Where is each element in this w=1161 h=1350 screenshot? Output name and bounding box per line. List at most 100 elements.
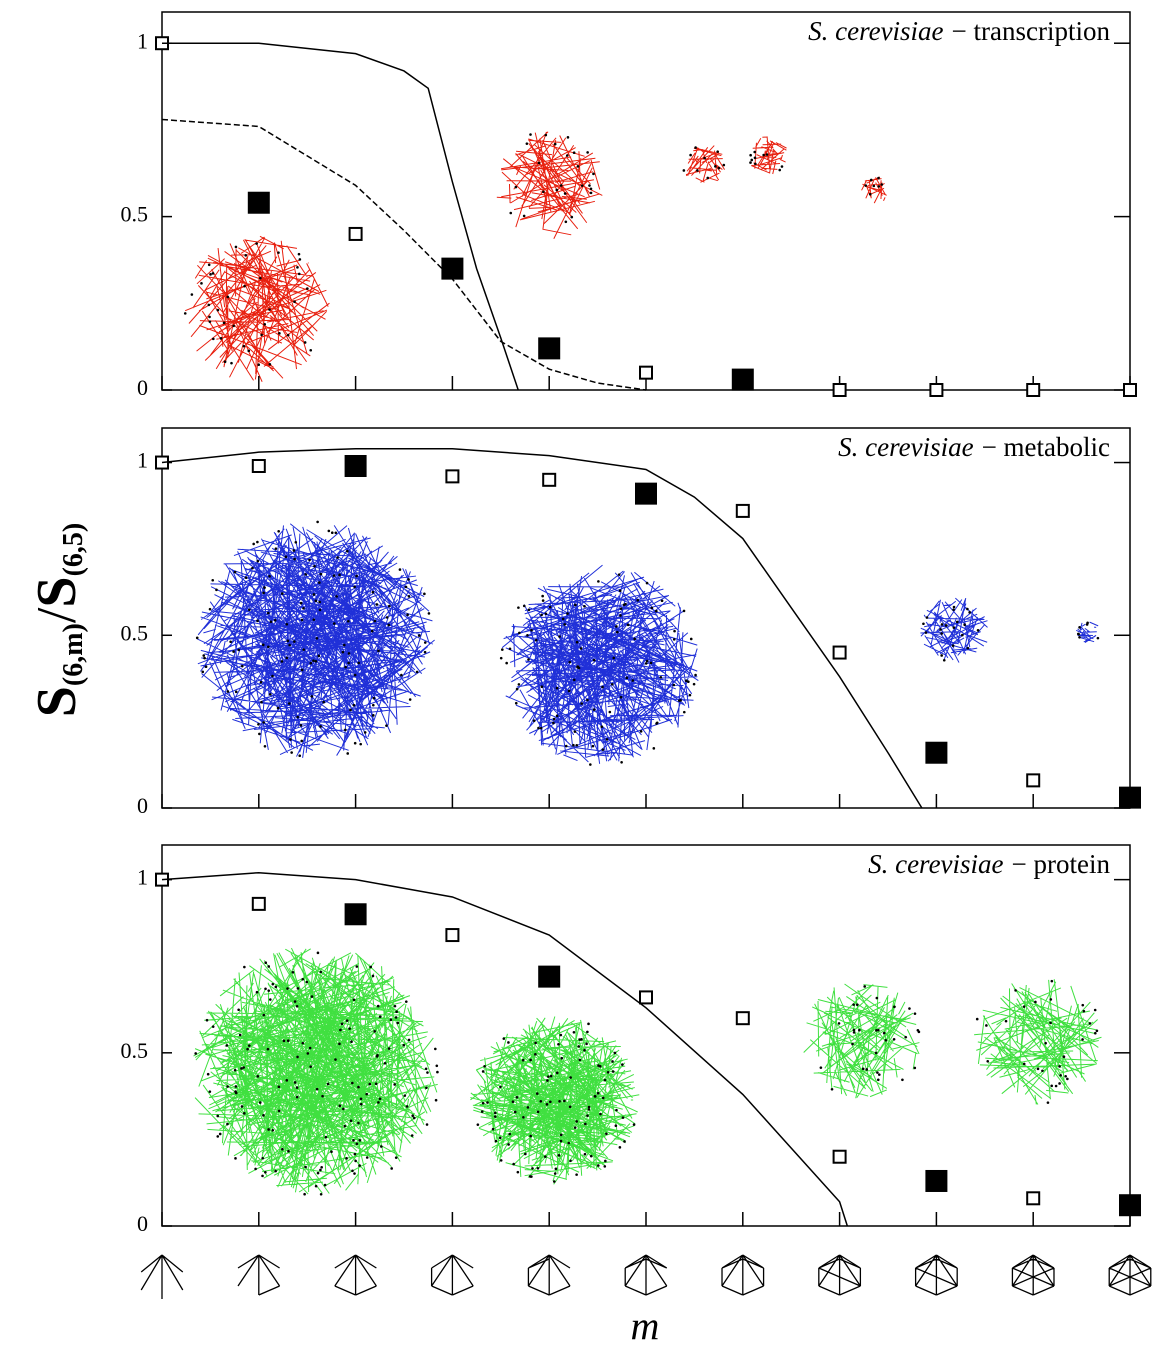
network-node bbox=[296, 266, 299, 269]
network-node bbox=[207, 303, 211, 307]
y-label-part: S bbox=[26, 686, 88, 717]
network-node bbox=[852, 1003, 855, 1006]
plot-frame bbox=[161, 11, 1131, 391]
network-node bbox=[975, 1017, 979, 1021]
motif-icon bbox=[624, 1254, 668, 1296]
network-node bbox=[257, 363, 261, 367]
network-node bbox=[549, 1074, 553, 1078]
motif-edges bbox=[818, 1254, 862, 1296]
network-node bbox=[541, 599, 545, 602]
network-node bbox=[201, 670, 205, 674]
network-node bbox=[555, 714, 559, 718]
network-node bbox=[226, 295, 230, 299]
network-node bbox=[592, 708, 596, 711]
network-illustration bbox=[803, 983, 921, 1099]
network-node bbox=[1076, 632, 1080, 636]
network-node bbox=[396, 1021, 400, 1025]
network-node bbox=[378, 1015, 382, 1019]
network-node bbox=[327, 529, 331, 533]
square-marker bbox=[344, 903, 367, 926]
network-node bbox=[376, 1004, 380, 1008]
network-node bbox=[611, 1070, 615, 1073]
network-node bbox=[370, 629, 374, 633]
motif-icon bbox=[1011, 1254, 1055, 1296]
network-node bbox=[349, 1119, 353, 1123]
network-node bbox=[682, 169, 686, 172]
network-node bbox=[277, 529, 280, 533]
network-node bbox=[230, 361, 233, 365]
network-node bbox=[601, 1096, 605, 1100]
network-node bbox=[304, 1165, 307, 1169]
network-illustration bbox=[496, 131, 603, 239]
network-node bbox=[411, 1114, 414, 1118]
network-node bbox=[349, 708, 352, 712]
network-node bbox=[557, 1042, 560, 1046]
network-node bbox=[872, 184, 876, 188]
motif-edges bbox=[1108, 1254, 1152, 1296]
motif-icon bbox=[527, 1254, 571, 1296]
network-node bbox=[398, 568, 402, 571]
network-node bbox=[404, 585, 408, 589]
network-node bbox=[514, 185, 518, 189]
network-node bbox=[358, 1139, 362, 1142]
network-node bbox=[639, 730, 643, 733]
network-node bbox=[876, 1078, 880, 1082]
network-node bbox=[552, 721, 555, 725]
network-node bbox=[619, 695, 623, 699]
network-node bbox=[305, 980, 309, 984]
network-node bbox=[355, 1142, 359, 1146]
network-node bbox=[499, 1085, 502, 1089]
network-node bbox=[597, 1164, 600, 1167]
network-node bbox=[483, 1064, 486, 1068]
network-node bbox=[342, 643, 346, 647]
network-node bbox=[233, 1068, 237, 1072]
network-node bbox=[318, 608, 322, 612]
network-node bbox=[525, 142, 529, 145]
network-node bbox=[295, 1004, 299, 1008]
network-node bbox=[319, 572, 323, 576]
network-node bbox=[682, 609, 686, 613]
network-node bbox=[211, 1025, 215, 1028]
network-node bbox=[267, 1128, 270, 1131]
network-node bbox=[1050, 979, 1054, 983]
network-node bbox=[778, 168, 782, 172]
motif-edges bbox=[914, 1254, 958, 1296]
network-node bbox=[281, 1147, 284, 1151]
curve bbox=[161, 447, 923, 809]
network-node bbox=[601, 748, 605, 751]
network-illustration bbox=[499, 564, 699, 766]
network-node bbox=[357, 1121, 360, 1125]
network-node bbox=[569, 1159, 572, 1163]
network-node bbox=[394, 1016, 398, 1019]
network-node bbox=[332, 622, 336, 625]
network-node bbox=[262, 591, 265, 595]
network-node bbox=[532, 719, 536, 723]
network-edges bbox=[496, 131, 603, 239]
network-node bbox=[1093, 1008, 1097, 1012]
network-node bbox=[579, 647, 583, 650]
network-node bbox=[605, 738, 609, 741]
network-node bbox=[359, 742, 362, 746]
motif-icon bbox=[818, 1254, 862, 1296]
network-node bbox=[259, 276, 262, 280]
network-node bbox=[222, 321, 226, 325]
motif-icon bbox=[334, 1254, 377, 1296]
network-node bbox=[830, 1087, 834, 1091]
network-node bbox=[293, 640, 296, 643]
network-edges bbox=[974, 979, 1102, 1105]
network-node bbox=[312, 659, 315, 662]
network-node bbox=[316, 520, 319, 524]
network-node bbox=[410, 1134, 414, 1137]
network-node bbox=[586, 151, 589, 154]
panel-title: S. cerevisiae − metabolic bbox=[838, 432, 1110, 462]
network-node bbox=[587, 1105, 591, 1109]
panel-title-network: − metabolic bbox=[982, 432, 1110, 462]
network-node bbox=[555, 686, 559, 690]
network-node bbox=[518, 631, 521, 635]
network-node bbox=[499, 656, 503, 660]
network-node bbox=[716, 150, 719, 153]
network-node bbox=[553, 142, 557, 146]
network-node bbox=[378, 1097, 382, 1101]
network-node bbox=[295, 1095, 299, 1099]
